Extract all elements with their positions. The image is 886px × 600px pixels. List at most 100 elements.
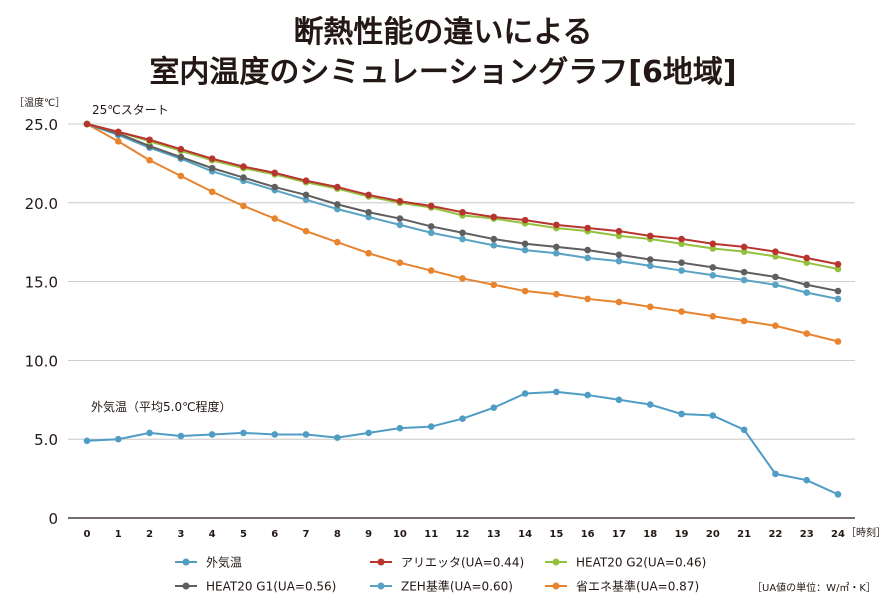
data-point xyxy=(521,246,529,254)
data-point xyxy=(459,208,466,216)
data-point xyxy=(553,249,560,257)
data-point xyxy=(365,429,372,437)
data-point xyxy=(334,201,341,208)
data-point xyxy=(271,215,279,222)
data-point xyxy=(146,429,153,437)
x-tick-label: 9 xyxy=(365,529,372,540)
data-point xyxy=(740,268,748,276)
data-point xyxy=(678,308,685,315)
data-point xyxy=(740,317,748,325)
x-tick-label: 24 xyxy=(831,529,845,540)
data-point xyxy=(459,235,466,243)
data-point xyxy=(396,215,404,222)
data-point xyxy=(490,281,498,289)
x-tick-label: 22 xyxy=(768,529,782,540)
data-point xyxy=(772,322,779,330)
annotation-start: 25℃スタート xyxy=(92,103,169,117)
x-tick-label: 15 xyxy=(549,529,563,540)
data-point xyxy=(302,177,310,185)
legend-swatch-marker xyxy=(182,582,190,590)
series-0 xyxy=(83,388,842,498)
x-tick-label: 0 xyxy=(84,529,91,540)
data-point xyxy=(521,390,529,397)
data-point xyxy=(334,434,341,441)
data-point xyxy=(208,155,216,162)
x-tick-label: 8 xyxy=(334,529,341,540)
data-point xyxy=(334,205,341,213)
data-point xyxy=(521,287,529,295)
data-point xyxy=(208,188,216,196)
y-tick-label: 0 xyxy=(48,510,58,528)
legend-item: 省エネ基準(UA=0.87) xyxy=(545,579,699,594)
data-point xyxy=(240,202,247,210)
legend-swatch-marker xyxy=(552,558,560,566)
legend-swatch-marker xyxy=(377,558,385,566)
data-point xyxy=(177,153,185,161)
data-point xyxy=(240,429,247,437)
data-point xyxy=(271,183,279,191)
data-point xyxy=(396,259,404,266)
data-point xyxy=(302,227,310,235)
legend-swatch-marker xyxy=(182,558,190,566)
data-point xyxy=(240,174,247,181)
data-point xyxy=(114,138,122,145)
data-point xyxy=(740,248,748,255)
data-point xyxy=(427,423,435,430)
legend-label: ZEH基準(UA=0.60) xyxy=(401,579,513,594)
chart-title: 断熱性能の違いによる 室内温度のシミュレーショングラフ[6地域] xyxy=(149,15,736,90)
data-point xyxy=(678,267,685,274)
legend-label: アリエッタ(UA=0.44) xyxy=(401,556,524,570)
data-point xyxy=(334,183,341,191)
legend-item: アリエッタ(UA=0.44) xyxy=(370,556,524,570)
data-point xyxy=(427,229,435,237)
legend-swatch-marker xyxy=(377,582,385,590)
legend-swatch-marker xyxy=(552,582,560,590)
data-point xyxy=(427,202,435,210)
x-tick-label: 5 xyxy=(240,529,247,540)
annotation-outdoor: 外気温（平均5.0℃程度） xyxy=(91,399,232,414)
legend-item: HEAT20 G2(UA=0.46) xyxy=(545,556,706,570)
data-point xyxy=(803,476,811,484)
data-point xyxy=(521,216,529,224)
data-point xyxy=(490,235,498,243)
data-point xyxy=(459,229,466,237)
data-point xyxy=(584,295,591,303)
data-point xyxy=(553,290,560,298)
data-point xyxy=(584,246,591,254)
data-point xyxy=(772,470,779,478)
data-point xyxy=(365,213,372,221)
units-note: ［UA値の単位：W/㎡・K］ xyxy=(752,581,876,594)
legend-label: 外気温 xyxy=(206,555,242,570)
series-2 xyxy=(83,120,842,273)
data-point xyxy=(114,128,122,136)
data-point xyxy=(553,243,560,251)
data-point xyxy=(83,437,91,445)
data-point xyxy=(678,240,685,248)
data-point xyxy=(709,412,717,419)
x-tick-label: 10 xyxy=(393,529,407,540)
data-point xyxy=(615,298,623,306)
data-point xyxy=(615,251,623,259)
grid-lines xyxy=(68,123,855,519)
data-point xyxy=(584,224,591,232)
x-tick-label: 6 xyxy=(271,529,278,540)
data-point xyxy=(615,232,623,240)
x-tick-label: 3 xyxy=(177,529,184,540)
y-axis-label: ［温度℃］ xyxy=(14,96,65,109)
x-tick-label: 20 xyxy=(706,529,720,540)
series-line xyxy=(86,123,839,270)
data-point xyxy=(177,432,185,440)
data-point xyxy=(709,264,717,271)
data-point xyxy=(834,295,842,303)
x-tick-label: 11 xyxy=(424,529,438,540)
data-point xyxy=(365,191,372,199)
data-point xyxy=(83,120,91,128)
data-point xyxy=(803,289,811,296)
data-point xyxy=(772,253,779,260)
data-point xyxy=(678,410,685,418)
data-point xyxy=(427,223,435,230)
chart-title-line-1: 断熱性能の違いによる xyxy=(293,15,592,50)
legend: 外気温 アリエッタ(UA=0.44) HEAT20 G2(UA=0.46) HEAT2… xyxy=(175,555,706,594)
series-lines xyxy=(83,120,842,498)
series-line xyxy=(86,123,839,266)
